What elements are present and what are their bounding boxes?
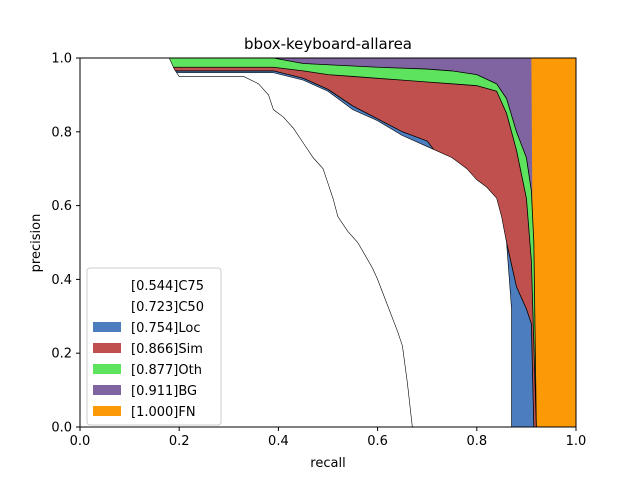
- y-tick-label: 0.0: [51, 421, 72, 436]
- legend-entry-label: [0.723]C50: [131, 300, 204, 315]
- legend-entry-label: [1.000]FN: [131, 405, 196, 420]
- x-tick-label: 1.0: [566, 434, 587, 449]
- x-tick-label: 0.0: [70, 434, 91, 449]
- y-tick-label: 0.6: [51, 199, 72, 214]
- legend: [0.544]C75 [0.723]C50 [0.754]Loc [0.866]Sim…: [86, 267, 222, 426]
- y-tick-label: 0.8: [51, 125, 72, 140]
- x-tick-label: 0.2: [169, 434, 190, 449]
- x-tick-label: 0.8: [466, 434, 487, 449]
- series-edge-3: [80, 57, 537, 428]
- series-edge-4: [80, 57, 537, 428]
- legend-entry-label: [0.866]Sim: [131, 342, 203, 357]
- legend-swatch: [93, 385, 121, 395]
- legend-entry-label: [0.544]C75: [131, 279, 204, 294]
- legend-swatch: [93, 406, 121, 416]
- legend-entry-label: [0.754]Loc: [131, 321, 200, 336]
- legend-swatch: [93, 364, 121, 374]
- y-tick-label: 0.2: [51, 347, 72, 362]
- x-axis-label: recall: [310, 456, 345, 471]
- legend-entry-label: [0.911]BG: [131, 384, 197, 399]
- x-tick-label: 0.6: [367, 434, 388, 449]
- legend-entry-label: [0.877]Oth: [131, 363, 202, 378]
- chart-title: bbox-keyboard-allarea: [244, 35, 412, 53]
- legend-swatch: [93, 343, 121, 353]
- y-tick-label: 0.4: [51, 273, 72, 288]
- axes-frame: [79, 57, 577, 428]
- axes: 0.0 0.2 0.4 0.6 0.8 1.0 0.0 0.2 0.4 0.6 0.8 1.0: [51, 52, 586, 450]
- legend-swatch: [93, 280, 121, 290]
- y-axis-label: precision: [29, 214, 44, 273]
- legend-swatch: [93, 322, 121, 332]
- y-tick-label: 1.0: [51, 52, 72, 67]
- legend-swatch: [93, 301, 121, 311]
- x-tick-label: 0.4: [268, 434, 289, 449]
